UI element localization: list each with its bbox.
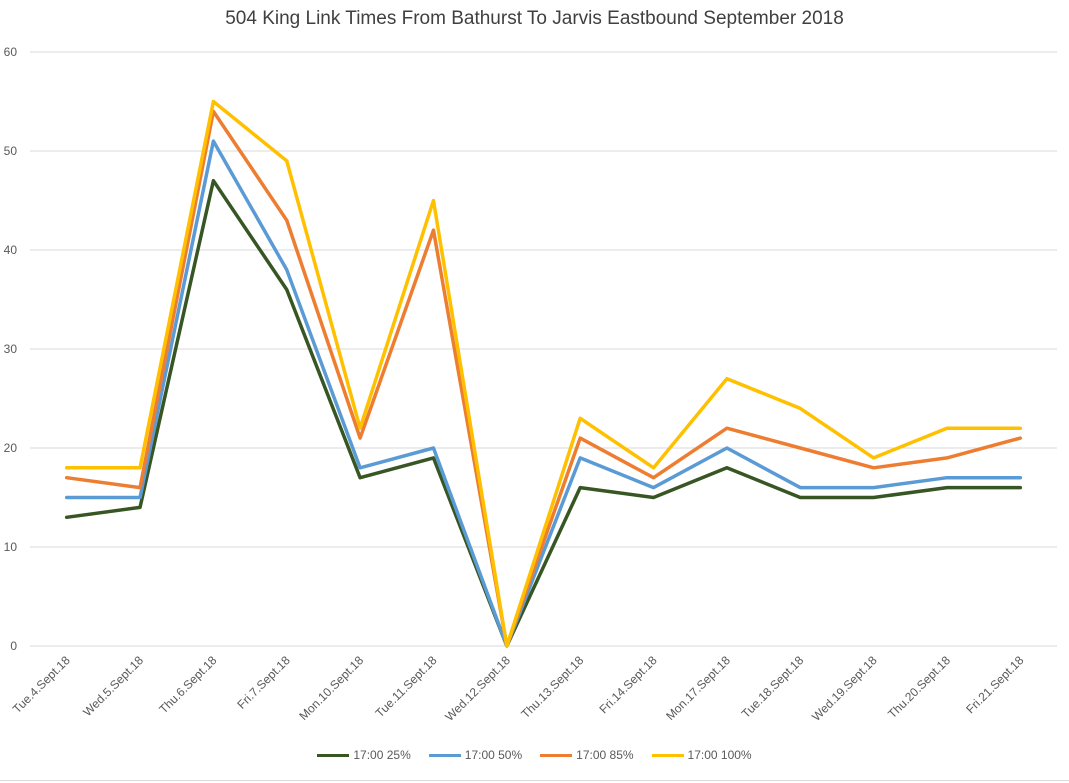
legend-label: 17:00 100% [687, 748, 752, 762]
x-tick-label: Mon.17.Sept.18 [663, 653, 733, 723]
legend-swatch [651, 753, 684, 757]
legend-label: 17:00 85% [576, 748, 634, 762]
x-tick-label: Fri.14.Sept.18 [596, 653, 659, 716]
x-tick-label: Tue.4.Sept.18 [10, 653, 73, 716]
y-axis-ticks: 0 10 20 30 40 50 60 [4, 45, 18, 653]
legend: 17:00 25% 17:00 50% 17:00 85% 17:00 100% [0, 748, 1069, 762]
legend-item: 17:00 85% [540, 748, 634, 762]
frame-border [0, 780, 1069, 781]
legend-item: 17:00 50% [428, 748, 523, 762]
legend-swatch [540, 753, 573, 757]
x-tick-label: Tue.18.Sept.18 [739, 653, 807, 721]
series-line-4 [64, 99, 1023, 648]
legend-item: 17:00 100% [651, 748, 752, 762]
series-lines [64, 99, 1023, 648]
x-tick-label: Wed.19.Sept.18 [809, 653, 880, 724]
x-tick-label: Wed.5.Sept.18 [80, 653, 146, 719]
legend-item: 17:00 25% [317, 748, 411, 762]
y-tick-label: 60 [4, 45, 18, 59]
x-tick-label: Thu.20.Sept.18 [885, 653, 953, 721]
y-tick-label: 40 [4, 243, 18, 257]
series-line-1 [64, 178, 1023, 648]
series-line-3 [64, 109, 1023, 648]
x-tick-label: Tue.11.Sept.18 [373, 653, 440, 720]
y-tick-label: 50 [4, 144, 18, 158]
y-tick-label: 20 [4, 441, 18, 455]
legend-label: 17:00 50% [464, 748, 523, 762]
series-line-2 [64, 139, 1023, 648]
x-tick-label: Thu.13.Sept.18 [518, 653, 586, 721]
x-tick-label: Fri.21.Sept.18 [963, 653, 1026, 716]
x-tick-label: Thu.6.Sept.18 [156, 653, 219, 716]
x-tick-label: Wed.12.Sept.18 [442, 653, 513, 724]
x-tick-label: Mon.10.Sept.18 [296, 653, 366, 723]
x-tick-label: Fri.7.Sept.18 [234, 653, 293, 712]
chart-title: 504 King Link Times From Bathurst To Jar… [225, 8, 844, 29]
legend-swatch [317, 753, 350, 757]
y-tick-label: 30 [4, 342, 18, 356]
gridlines [30, 51, 1057, 647]
legend-label: 17:00 25% [353, 748, 411, 762]
legend-swatch [428, 753, 461, 757]
y-tick-label: 0 [10, 639, 17, 653]
y-tick-label: 10 [4, 540, 18, 554]
x-axis-ticks: Tue.4.Sept.18 Wed.5.Sept.18 Thu.6.Sept.18 F… [10, 653, 1027, 724]
